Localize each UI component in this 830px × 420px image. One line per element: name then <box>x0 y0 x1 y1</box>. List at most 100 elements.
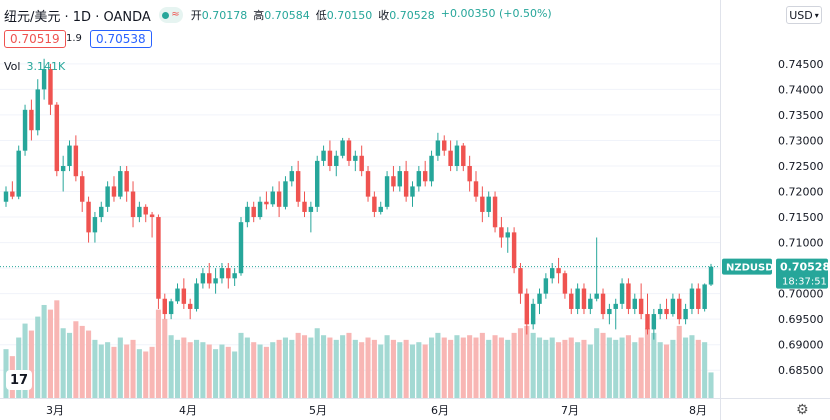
candle-body <box>29 109 34 131</box>
volume-bar <box>543 339 549 398</box>
candle-body <box>677 298 682 320</box>
candles <box>3 58 714 340</box>
candle-body <box>372 196 377 212</box>
candle-body <box>54 104 60 172</box>
volume-bar <box>117 337 123 398</box>
volume-bar <box>536 337 543 398</box>
candle-body <box>334 155 339 166</box>
candle-body <box>124 171 129 192</box>
candle-body <box>149 214 155 218</box>
candle-body <box>702 284 707 309</box>
candle-body <box>581 288 587 309</box>
buy-button[interactable]: 0.70538 <box>90 30 152 48</box>
symbol-tag: NZDUSD <box>726 263 774 274</box>
candle-body <box>569 293 574 309</box>
countdown-tag: 18:37:51 <box>782 277 827 288</box>
volume-bar <box>295 332 301 398</box>
candle-body <box>454 145 460 166</box>
tradingview-logo[interactable]: 17 <box>6 370 32 390</box>
volume-bar <box>549 337 555 398</box>
candle-body <box>575 288 580 309</box>
volume-bar <box>587 344 593 398</box>
candle-body <box>79 176 85 202</box>
volume-bar <box>200 342 206 398</box>
candle-body <box>60 165 66 172</box>
volume-bar <box>105 342 111 398</box>
candle-body <box>511 232 517 269</box>
candle-body <box>461 145 466 166</box>
candle-body <box>302 201 307 212</box>
volume-bar <box>517 328 523 398</box>
candle-body <box>613 303 618 309</box>
candle-body <box>67 145 72 166</box>
volume-bar <box>73 321 79 398</box>
market-status-toggle[interactable]: ≈ <box>158 7 183 23</box>
volume-bar <box>397 342 403 398</box>
candle-body <box>48 68 53 105</box>
volume-bar <box>181 337 187 398</box>
candle-body <box>689 288 695 309</box>
volume-bar <box>359 342 365 398</box>
volume-bar <box>530 332 536 398</box>
price-tick-label: 0.74500 <box>778 58 824 71</box>
volume-bar <box>244 337 250 398</box>
candle-body <box>365 171 371 197</box>
volume-bar <box>263 346 269 398</box>
price-tick-label: 0.73000 <box>778 134 824 147</box>
volume-bar <box>143 351 149 398</box>
volume-legend: Vol 3.141K <box>4 60 65 73</box>
open-label: 开 <box>190 9 202 22</box>
volume-bar <box>422 344 428 398</box>
volume-bar <box>562 339 568 398</box>
volume-bar <box>409 344 416 398</box>
candle-body <box>645 314 650 330</box>
candle-body <box>137 206 142 218</box>
volume-bar <box>568 337 574 398</box>
volume-bars <box>3 300 714 398</box>
volume-bar <box>486 339 492 398</box>
price-tick-label: 0.74000 <box>778 83 824 96</box>
volume-bar <box>111 346 117 398</box>
price-tick-label: 0.69500 <box>778 313 824 326</box>
volume-bar <box>346 332 352 398</box>
volume-bar <box>257 344 263 398</box>
candle-body <box>353 155 358 161</box>
volume-bar <box>479 332 485 398</box>
candle-body <box>480 196 485 212</box>
volume-bar <box>498 337 504 398</box>
candle-body <box>422 171 428 182</box>
candle-body <box>346 140 352 161</box>
close-label: 收 <box>378 9 390 22</box>
volume-bar <box>670 339 676 398</box>
volume-bar <box>92 339 98 398</box>
candle-body <box>187 303 193 309</box>
volume-bar <box>606 337 612 398</box>
sell-button[interactable]: 0.70519 <box>4 30 66 48</box>
symbol-title[interactable]: 纽元/美元 · 1D · OANDA <box>4 9 151 25</box>
low-label: 低 <box>315 9 327 22</box>
volume-bar <box>556 342 562 398</box>
candle-body <box>683 308 688 320</box>
volume-bar <box>371 339 377 398</box>
volume-bar <box>619 337 625 398</box>
candle-body <box>276 191 282 207</box>
candle-body <box>530 303 536 325</box>
chevron-down-icon: ▾ <box>814 10 819 20</box>
price-tick-label: 0.69000 <box>778 339 824 352</box>
time-axis: 3月 4月 5月 6月 7月 8月 <box>46 404 707 417</box>
candle-body <box>607 308 612 315</box>
candle-body <box>410 186 415 197</box>
candle-body <box>3 191 9 202</box>
volume-bar <box>581 339 587 398</box>
volume-bar <box>213 349 219 398</box>
time-tick-label: 6月 <box>431 404 449 417</box>
low-value: 0.70150 <box>326 9 373 22</box>
volume-bar <box>467 335 473 398</box>
wave-icon: ≈ <box>171 9 180 20</box>
market-open-dot-icon <box>161 11 169 19</box>
candle-body <box>562 273 568 294</box>
gear-icon[interactable]: ⚙ <box>796 402 809 418</box>
currency-select[interactable]: USD ▾ <box>786 6 822 24</box>
volume-bar <box>625 335 631 398</box>
